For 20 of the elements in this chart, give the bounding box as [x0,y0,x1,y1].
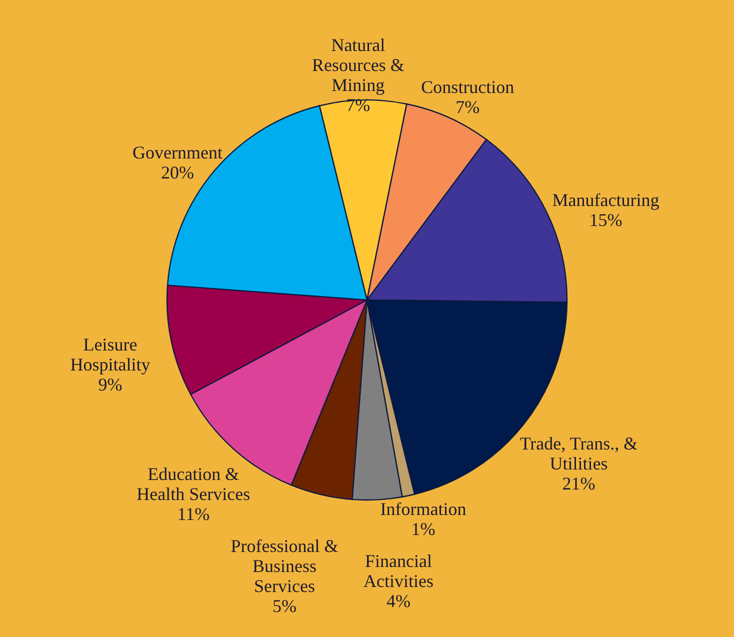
slice-label: Government [132,142,222,162]
data-label: 7% [346,95,370,116]
slice-label: Professional & Business Services [230,536,338,596]
data-label: 7% [456,96,480,117]
data-label: 21% [562,474,596,494]
data-label: 9% [98,374,122,395]
slice-label: Leisure Hospitality [70,334,150,375]
slice-label: Financial Activities [363,551,434,592]
data-label: 5% [272,596,296,616]
slice-label: Information [380,499,466,520]
data-label: 11% [177,504,210,524]
data-label: 1% [411,519,436,540]
slice-label: Natural Resources & Mining [312,35,404,96]
data-label: 20% [160,162,194,182]
slice-label: Trade, Trans., & Utilities [520,434,638,474]
slice-label: Manufacturing [552,190,660,210]
data-label: 15% [589,210,622,230]
slice-label: Construction [421,76,514,97]
data-label: 4% [386,591,410,612]
slice-label: Education & Health Services [136,464,250,504]
